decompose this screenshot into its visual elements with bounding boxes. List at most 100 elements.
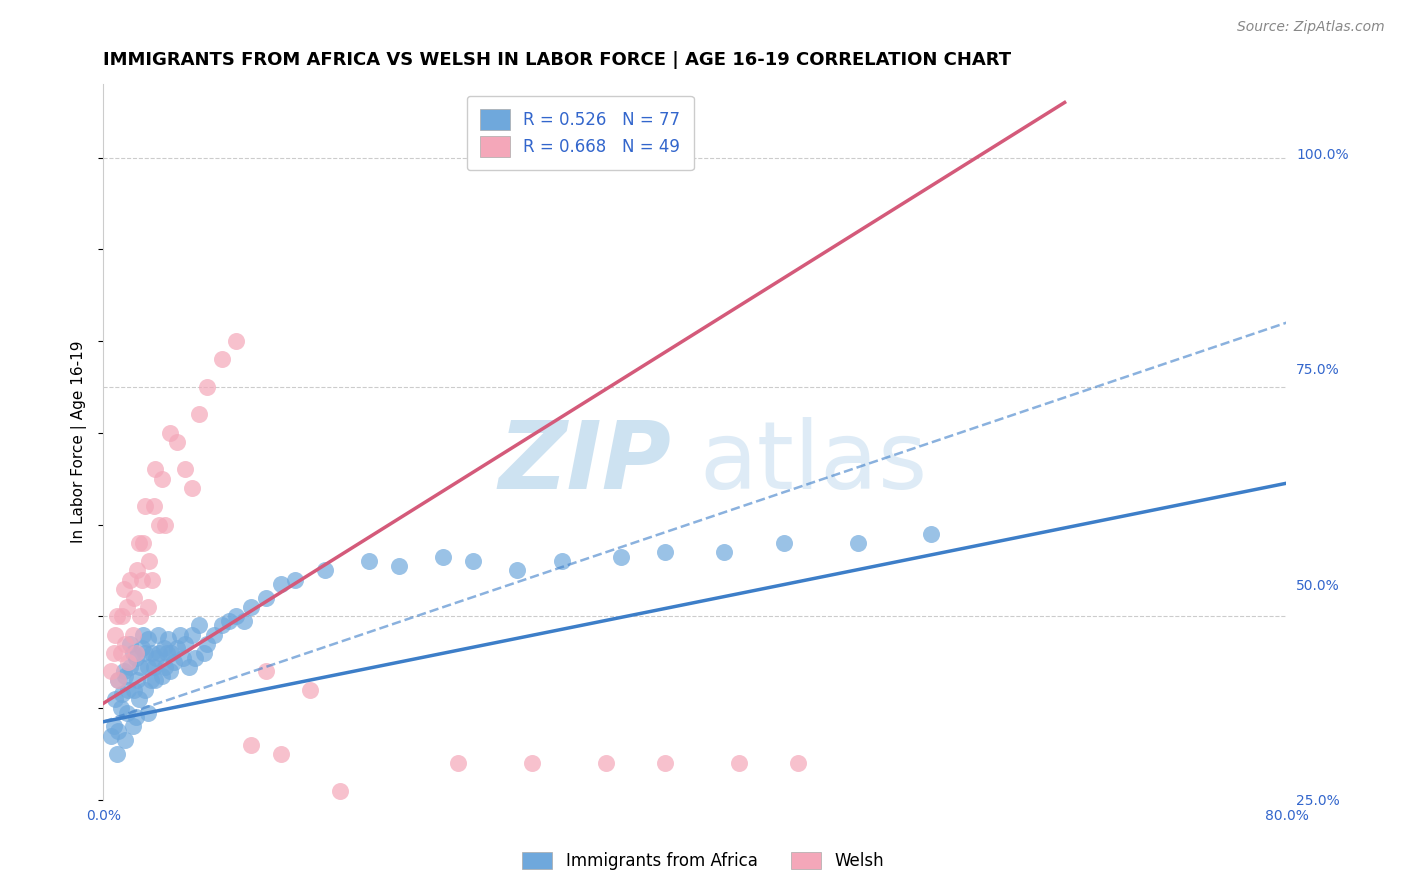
Point <box>240 600 263 615</box>
Point <box>846 536 869 550</box>
Point <box>166 434 188 449</box>
Point <box>112 665 135 679</box>
Point <box>148 646 170 660</box>
Point <box>150 472 173 486</box>
Point <box>254 665 277 679</box>
Point <box>728 756 751 770</box>
Point <box>103 646 125 660</box>
Point <box>121 646 143 660</box>
Text: atlas: atlas <box>699 417 928 509</box>
Point <box>136 706 159 720</box>
Point <box>166 641 188 656</box>
Point <box>181 627 204 641</box>
Point <box>202 627 225 641</box>
Point <box>551 554 574 568</box>
Point <box>100 665 122 679</box>
Point <box>148 517 170 532</box>
Point <box>772 536 794 550</box>
Point <box>143 462 166 476</box>
Point <box>713 545 735 559</box>
Point <box>184 650 207 665</box>
Point <box>155 517 177 532</box>
Point <box>188 618 211 632</box>
Legend: Immigrants from Africa, Welsh: Immigrants from Africa, Welsh <box>516 845 890 877</box>
Point <box>211 352 233 367</box>
Point <box>138 554 160 568</box>
Legend: R = 0.526   N = 77, R = 0.668   N = 49: R = 0.526 N = 77, R = 0.668 N = 49 <box>467 96 693 170</box>
Point <box>163 655 186 669</box>
Point <box>141 573 163 587</box>
Point <box>103 719 125 733</box>
Point <box>329 783 352 797</box>
Point <box>432 549 454 564</box>
Point <box>159 425 181 440</box>
Point <box>104 691 127 706</box>
Point <box>139 673 162 688</box>
Point <box>115 706 138 720</box>
Point <box>125 646 148 660</box>
Point <box>314 563 336 577</box>
Point <box>193 646 215 660</box>
Point <box>610 549 633 564</box>
Point <box>921 526 943 541</box>
Point <box>105 747 128 761</box>
Point <box>107 723 129 738</box>
Point <box>127 673 149 688</box>
Y-axis label: In Labor Force | Age 16-19: In Labor Force | Age 16-19 <box>72 341 87 543</box>
Point <box>118 573 141 587</box>
Point <box>100 729 122 743</box>
Point <box>146 627 169 641</box>
Point <box>142 659 165 673</box>
Point <box>177 659 200 673</box>
Point <box>141 646 163 660</box>
Point <box>595 756 617 770</box>
Point <box>240 738 263 752</box>
Point <box>104 627 127 641</box>
Point <box>225 609 247 624</box>
Point <box>211 618 233 632</box>
Point <box>654 545 676 559</box>
Point <box>136 659 159 673</box>
Point <box>173 462 195 476</box>
Point <box>134 646 156 660</box>
Point <box>157 632 180 647</box>
Text: Source: ZipAtlas.com: Source: ZipAtlas.com <box>1237 20 1385 34</box>
Point <box>122 591 145 605</box>
Point <box>173 637 195 651</box>
Point <box>172 650 194 665</box>
Point <box>145 650 167 665</box>
Point <box>129 609 152 624</box>
Point <box>136 632 159 647</box>
Point <box>153 641 176 656</box>
Point <box>159 665 181 679</box>
Point <box>142 499 165 513</box>
Point <box>132 627 155 641</box>
Point <box>270 747 292 761</box>
Point <box>110 701 132 715</box>
Point <box>150 669 173 683</box>
Point <box>461 554 484 568</box>
Point <box>118 659 141 673</box>
Point <box>155 659 177 673</box>
Point <box>125 650 148 665</box>
Text: IMMIGRANTS FROM AFRICA VS WELSH IN LABOR FORCE | AGE 16-19 CORRELATION CHART: IMMIGRANTS FROM AFRICA VS WELSH IN LABOR… <box>103 51 1011 69</box>
Point <box>118 637 141 651</box>
Point <box>117 655 139 669</box>
Point <box>181 481 204 495</box>
Point <box>114 733 136 747</box>
Point <box>188 408 211 422</box>
Point <box>121 627 143 641</box>
Point <box>132 536 155 550</box>
Point <box>107 673 129 688</box>
Point <box>114 637 136 651</box>
Point <box>359 554 381 568</box>
Point <box>125 710 148 724</box>
Point <box>195 637 218 651</box>
Text: ZIP: ZIP <box>498 417 671 509</box>
Point <box>111 687 134 701</box>
Point <box>299 682 322 697</box>
Point <box>128 691 150 706</box>
Point <box>169 627 191 641</box>
Point <box>284 573 307 587</box>
Point <box>112 582 135 596</box>
